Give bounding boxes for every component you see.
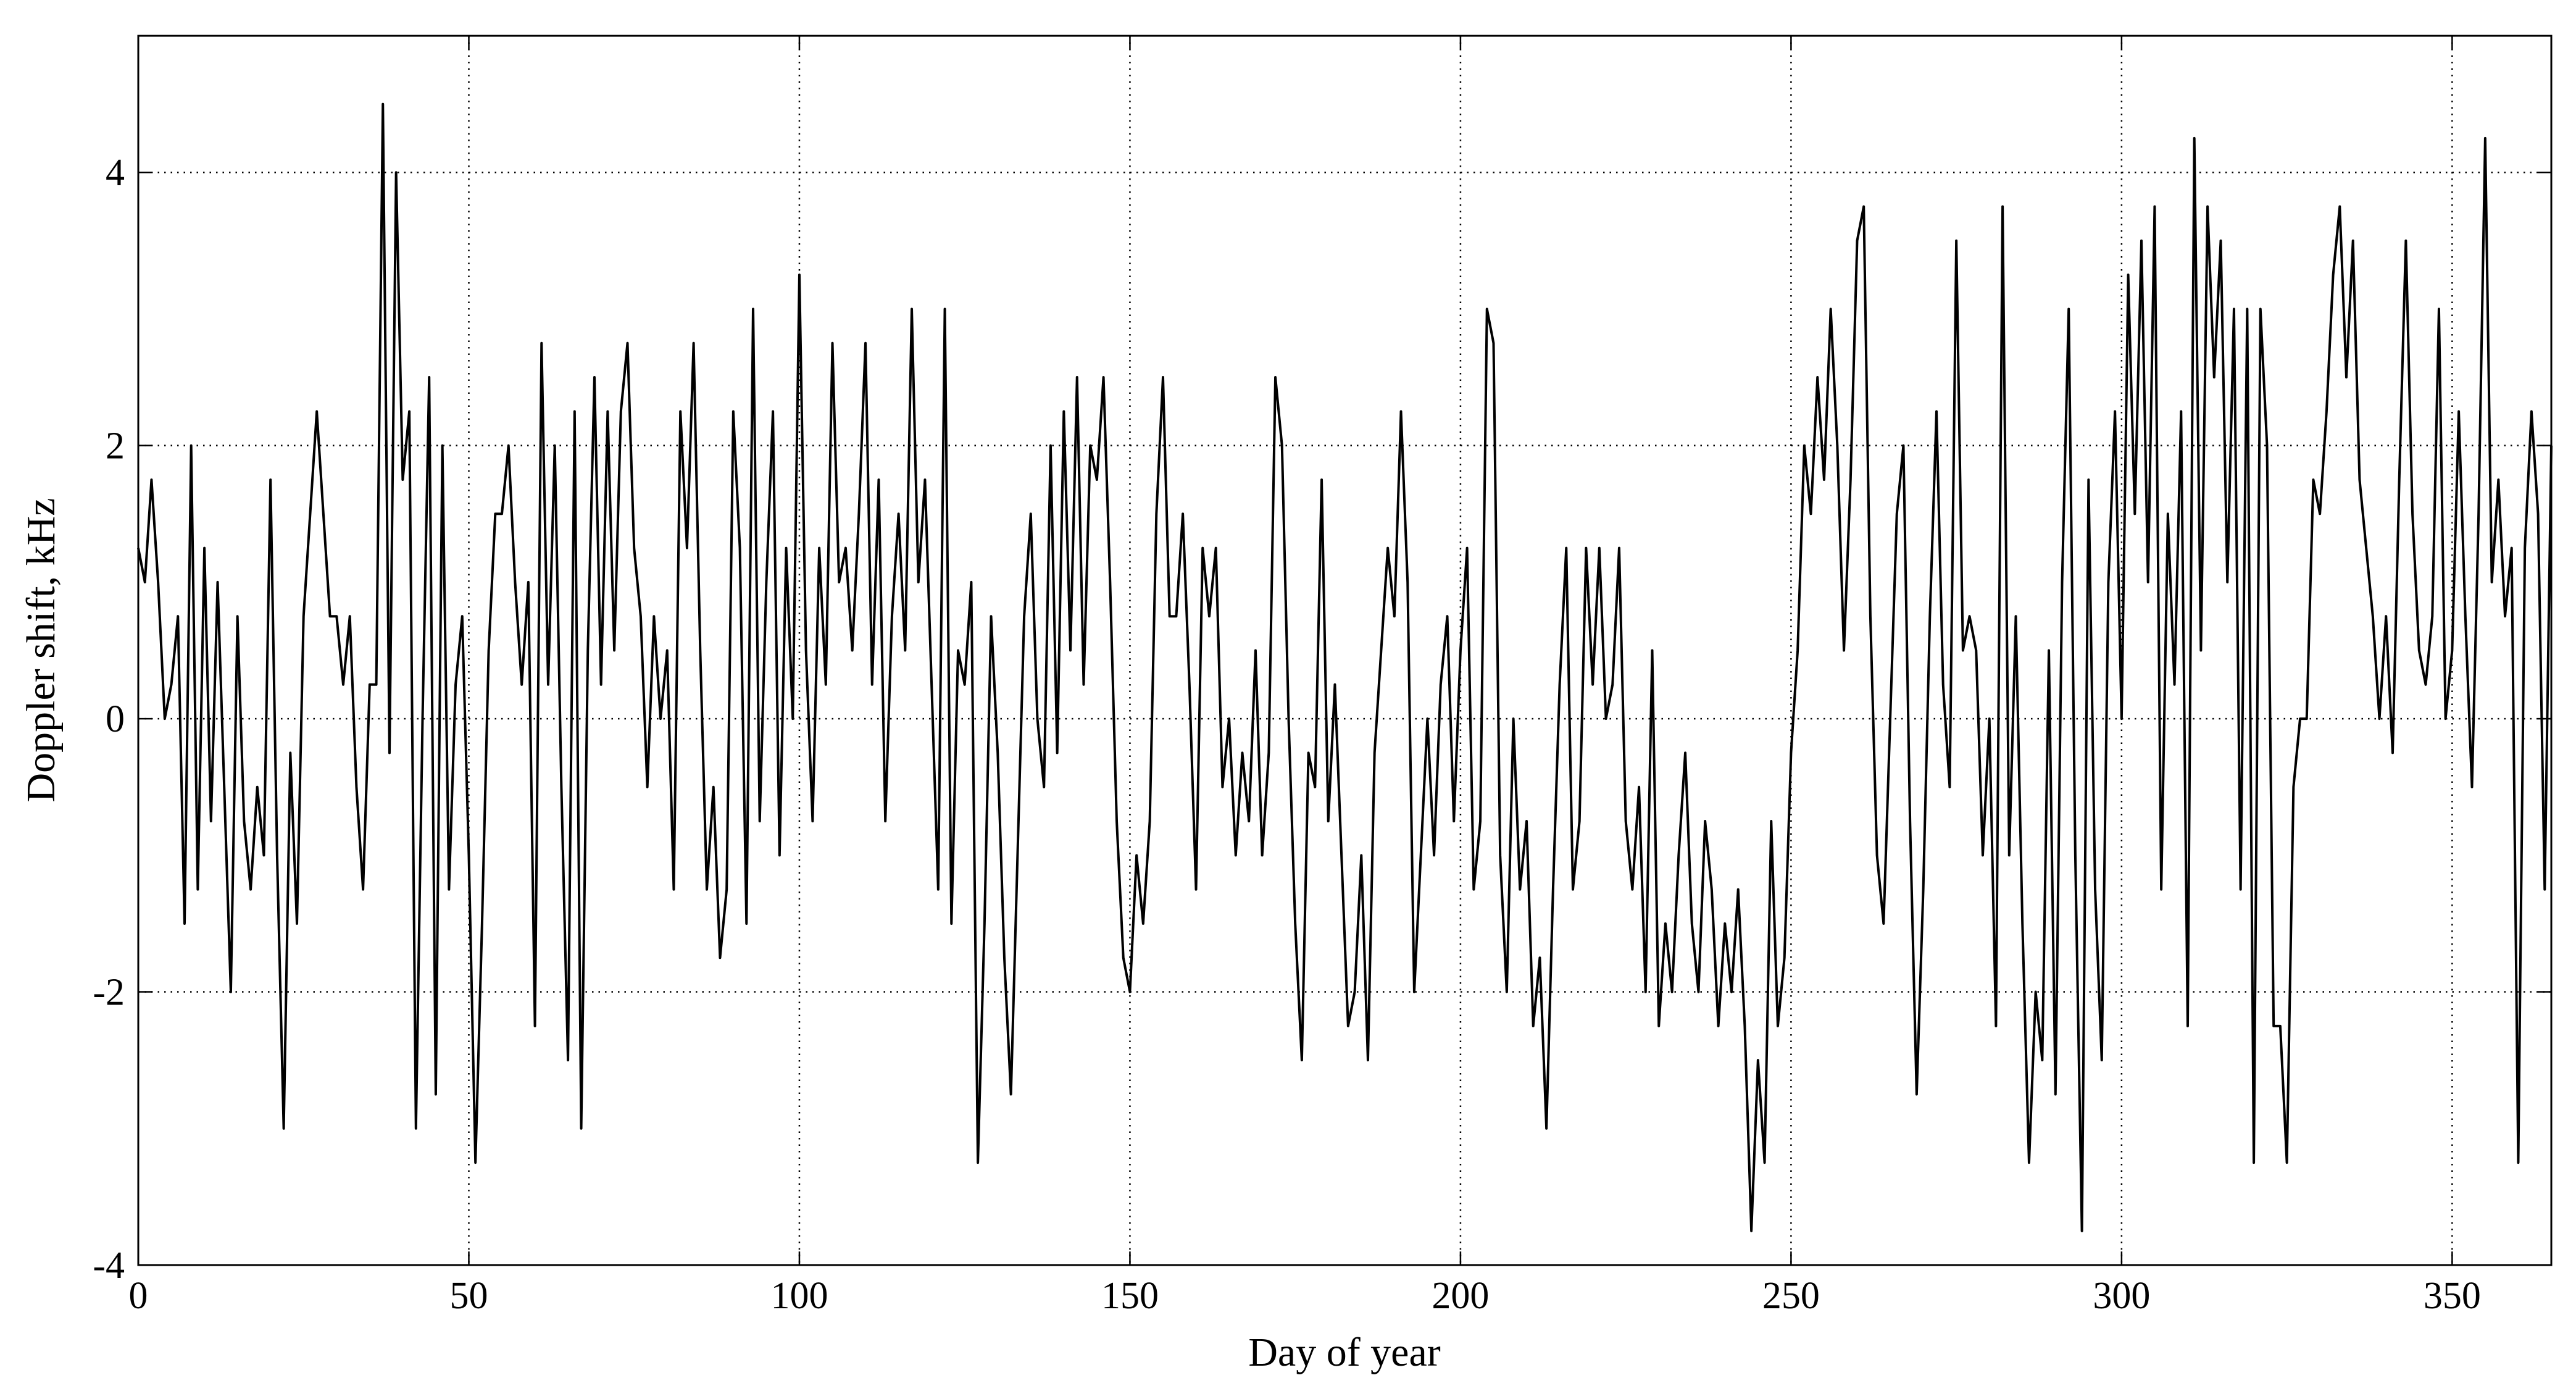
x-tick-label: 100 <box>770 1275 828 1317</box>
y-axis-label: Doppler shift, kHz <box>19 498 64 802</box>
y-tick-label: -4 <box>93 1245 125 1287</box>
x-tick-label: 50 <box>449 1275 488 1317</box>
x-tick-label: 350 <box>2424 1275 2481 1317</box>
data-line <box>137 102 2553 1232</box>
y-tick-label: 4 <box>106 152 125 194</box>
x-tick-label: 250 <box>1762 1275 1820 1317</box>
x-tick-label: 300 <box>2093 1275 2150 1317</box>
x-tick-label: 0 <box>129 1275 148 1317</box>
plot-frame <box>137 35 2553 1266</box>
x-tick-label: 150 <box>1101 1275 1159 1317</box>
x-axis-label: Day of year <box>1248 1330 1441 1375</box>
x-tick-label: 200 <box>1432 1275 1489 1317</box>
y-tick-label: -2 <box>93 972 125 1014</box>
y-tick-label: 0 <box>106 698 125 740</box>
y-tick-label: 2 <box>106 425 125 467</box>
